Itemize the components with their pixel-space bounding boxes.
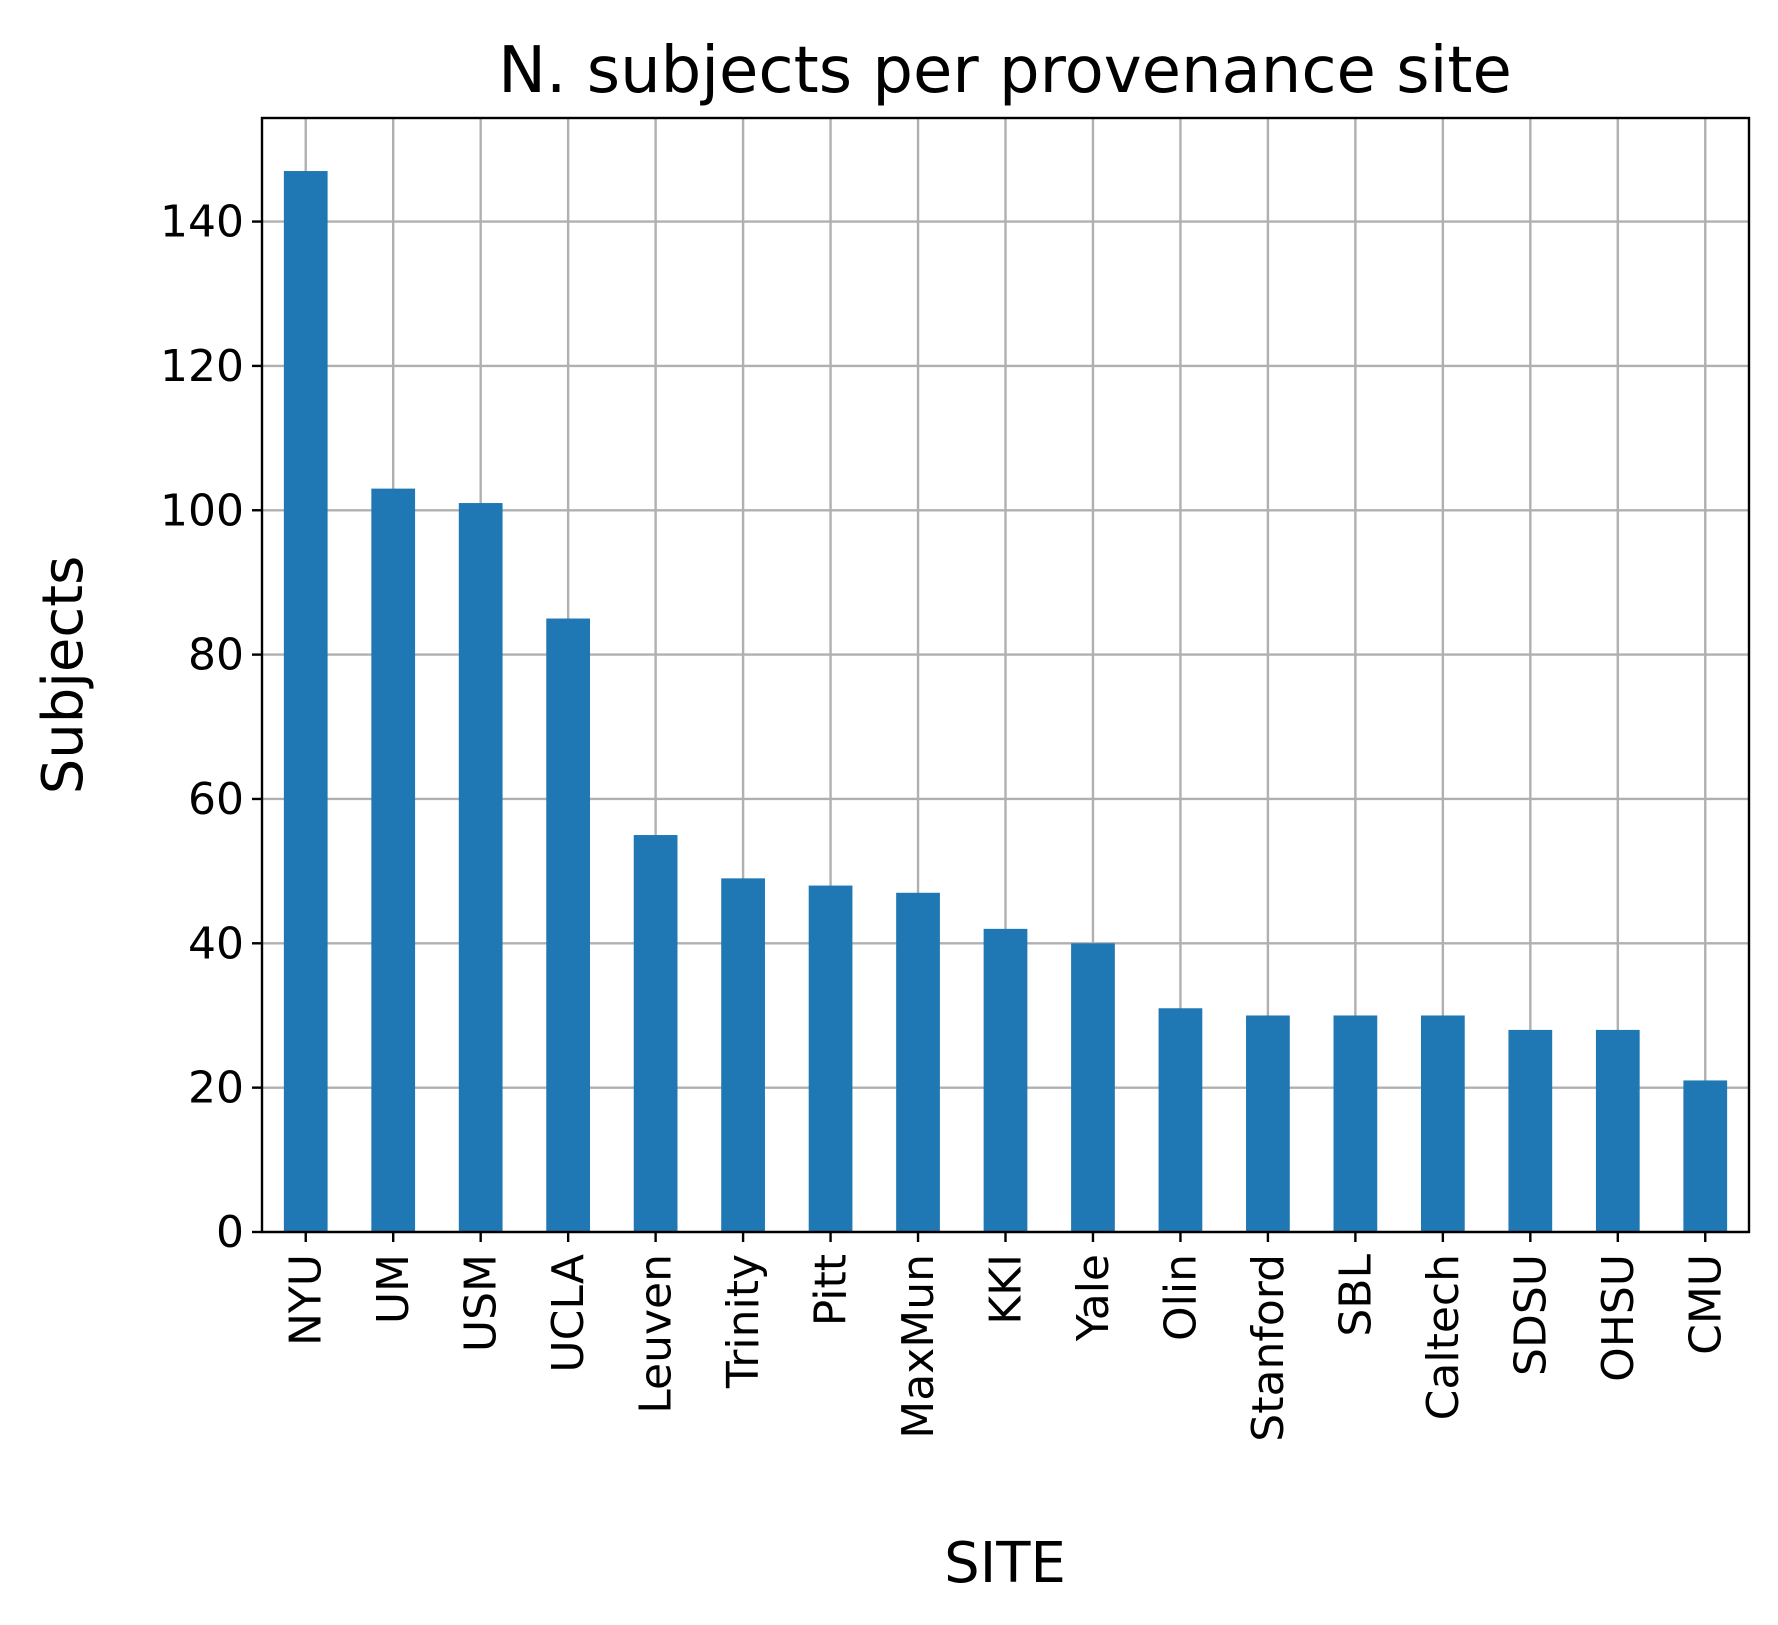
bar-usm <box>458 503 503 1232</box>
x-tick-label: Trinity <box>718 1254 769 1389</box>
bars <box>283 171 1728 1233</box>
bar-yale <box>1071 943 1115 1232</box>
y-tick-label: 0 <box>216 1207 244 1258</box>
x-tick-label: Yale <box>1068 1254 1119 1342</box>
x-tick-label: USM <box>456 1254 507 1352</box>
bar-ucla <box>546 618 591 1232</box>
bar-um <box>371 488 416 1233</box>
bar-cmu <box>1683 1080 1728 1232</box>
y-tick-label: 140 <box>160 197 244 248</box>
x-tick-label: OHSU <box>1593 1254 1644 1382</box>
bar-pitt <box>808 885 853 1232</box>
bar-stanford <box>1246 1015 1290 1232</box>
bar-nyu <box>283 171 328 1233</box>
x-tick-label: SDSU <box>1505 1254 1556 1376</box>
x-tick-label: Pitt <box>806 1254 857 1326</box>
y-axis-title: Subjects <box>31 556 96 795</box>
x-tick-label: Olin <box>1155 1254 1206 1341</box>
x-axis-title: SITE <box>944 1531 1066 1596</box>
bar-trinity <box>721 878 765 1232</box>
bar-sbl <box>1333 1015 1378 1232</box>
x-tick-label: KKI <box>981 1254 1032 1325</box>
x-tick-label: CMU <box>1680 1254 1731 1355</box>
y-axis-ticks: 0 20 40 60 80 100 120 140 <box>160 197 262 1258</box>
x-tick-label: Stanford <box>1243 1254 1294 1442</box>
bar-maxmun <box>896 892 940 1232</box>
x-tick-label: UM <box>368 1254 419 1324</box>
x-tick-label: NYU <box>281 1254 332 1346</box>
y-tick-label: 120 <box>160 341 244 392</box>
bar-leuven <box>633 835 678 1232</box>
x-tick-label: UCLA <box>543 1254 594 1373</box>
bar-sdsu <box>1508 1029 1553 1232</box>
x-tick-label: Caltech <box>1418 1254 1469 1420</box>
x-tick-label: SBL <box>1330 1254 1381 1337</box>
plot-frame <box>260 116 1751 1234</box>
x-tick-label: Leuven <box>631 1254 682 1414</box>
chart-title: N. subjects per provenance site <box>498 34 1512 108</box>
bar-ohsu <box>1595 1029 1640 1232</box>
x-tick-label: MaxMun <box>893 1254 944 1439</box>
bar-kki <box>983 928 1028 1232</box>
bar-olin <box>1158 1008 1203 1232</box>
x-axis-ticks: NYU UM USM UCLA Leuven Trinity Pitt MaxMun KKI Ya… <box>281 1232 1731 1442</box>
y-tick-label: 20 <box>188 1063 244 1114</box>
bar-caltech <box>1420 1015 1465 1232</box>
y-tick-label: 100 <box>160 485 244 536</box>
y-tick-label: 80 <box>188 630 244 681</box>
y-tick-label: 60 <box>188 774 244 825</box>
y-tick-label: 40 <box>188 918 244 969</box>
